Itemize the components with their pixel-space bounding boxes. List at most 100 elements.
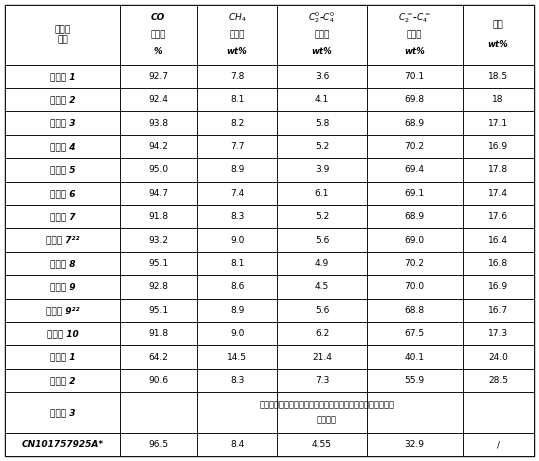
Text: 55.9: 55.9 [405, 376, 425, 385]
Text: 92.7: 92.7 [148, 72, 168, 81]
Bar [197, 135, 277, 158]
Bar [120, 5, 197, 65]
Bar [277, 299, 367, 322]
Bar [197, 65, 277, 88]
Bar [462, 433, 534, 456]
Text: 其它: 其它 [493, 20, 503, 29]
Text: 实施例 4: 实施例 4 [50, 142, 75, 151]
Bar [462, 65, 534, 88]
Text: 70.2: 70.2 [405, 259, 425, 268]
Bar [5, 182, 120, 205]
Text: 95.1: 95.1 [148, 306, 168, 315]
Bar [120, 88, 197, 112]
Text: 实施例 9²²: 实施例 9²² [46, 306, 79, 315]
Text: 实施例 10: 实施例 10 [47, 329, 78, 338]
Bar [367, 182, 462, 205]
Bar [367, 135, 462, 158]
Bar [197, 275, 277, 299]
Text: 16.9: 16.9 [488, 142, 508, 151]
Text: 6.1: 6.1 [315, 189, 329, 198]
Bar [277, 345, 367, 369]
Bar [5, 299, 120, 322]
Bar [197, 392, 277, 433]
Text: 68.9: 68.9 [405, 118, 425, 128]
Text: 93.8: 93.8 [148, 118, 168, 128]
Text: 选择性: 选择性 [407, 30, 423, 39]
Bar [462, 5, 534, 65]
Text: 94.7: 94.7 [148, 189, 168, 198]
Bar [120, 229, 197, 252]
Text: 69.1: 69.1 [405, 189, 425, 198]
Text: 4.9: 4.9 [315, 259, 329, 268]
Bar [277, 229, 367, 252]
Text: 实施例 8: 实施例 8 [50, 259, 75, 268]
Text: 90.6: 90.6 [148, 376, 168, 385]
Text: 选择性: 选择性 [314, 30, 330, 39]
Text: $\it{C_2^{=}}$-$\it{C_4^{=}}$: $\it{C_2^{=}}$-$\it{C_4^{=}}$ [398, 11, 431, 24]
Bar [120, 345, 197, 369]
Text: 实施例 6: 实施例 6 [50, 189, 75, 198]
Text: 8.3: 8.3 [230, 212, 244, 221]
Text: 32.9: 32.9 [405, 440, 425, 449]
Bar [120, 433, 197, 456]
Text: 5.6: 5.6 [315, 236, 329, 245]
Bar [462, 275, 534, 299]
Text: 64.2: 64.2 [148, 353, 168, 362]
Bar [367, 229, 462, 252]
Bar [197, 299, 277, 322]
Bar [367, 65, 462, 88]
Text: 96.5: 96.5 [148, 440, 168, 449]
Bar [5, 392, 120, 433]
Bar [197, 433, 277, 456]
Bar [5, 275, 120, 299]
Bar [5, 158, 120, 182]
Text: 转化率: 转化率 [150, 30, 166, 39]
Bar [5, 229, 120, 252]
Text: 92.8: 92.8 [148, 283, 168, 291]
Text: 17.3: 17.3 [488, 329, 508, 338]
Text: 4.55: 4.55 [312, 440, 332, 449]
Bar [462, 182, 534, 205]
Text: 7.7: 7.7 [230, 142, 244, 151]
Text: 比较例 2: 比较例 2 [50, 376, 75, 385]
Text: 5.8: 5.8 [315, 118, 329, 128]
Bar [367, 433, 462, 456]
Bar [367, 88, 462, 112]
Text: 实施例 7²²: 实施例 7²² [46, 236, 79, 245]
Bar [462, 345, 534, 369]
Bar [367, 205, 462, 229]
Bar [197, 182, 277, 205]
Bar [5, 345, 120, 369]
Bar [367, 299, 462, 322]
Text: 68.8: 68.8 [405, 306, 425, 315]
Text: 21.4: 21.4 [312, 353, 332, 362]
Bar [367, 158, 462, 182]
Bar [462, 392, 534, 433]
Bar [5, 252, 120, 275]
Text: 7.8: 7.8 [230, 72, 244, 81]
Bar [197, 369, 277, 392]
Bar [462, 252, 534, 275]
Text: 70.0: 70.0 [405, 283, 425, 291]
Bar [5, 369, 120, 392]
Bar [5, 5, 120, 65]
Bar [120, 158, 197, 182]
Bar [120, 392, 197, 433]
Bar [197, 252, 277, 275]
Text: 实施例 3: 实施例 3 [50, 118, 75, 128]
Text: 40.1: 40.1 [405, 353, 425, 362]
Bar [277, 322, 367, 345]
Bar [197, 322, 277, 345]
Text: 69.0: 69.0 [405, 236, 425, 245]
Text: 8.1: 8.1 [230, 95, 244, 104]
Bar [5, 433, 120, 456]
Bar [462, 369, 534, 392]
Bar [462, 322, 534, 345]
Text: 比较例 1: 比较例 1 [50, 353, 75, 362]
Bar [120, 252, 197, 275]
Bar [197, 158, 277, 182]
Text: 4.1: 4.1 [315, 95, 329, 104]
Text: 67.5: 67.5 [405, 329, 425, 338]
Text: 7.4: 7.4 [230, 189, 244, 198]
Text: 18.5: 18.5 [488, 72, 508, 81]
